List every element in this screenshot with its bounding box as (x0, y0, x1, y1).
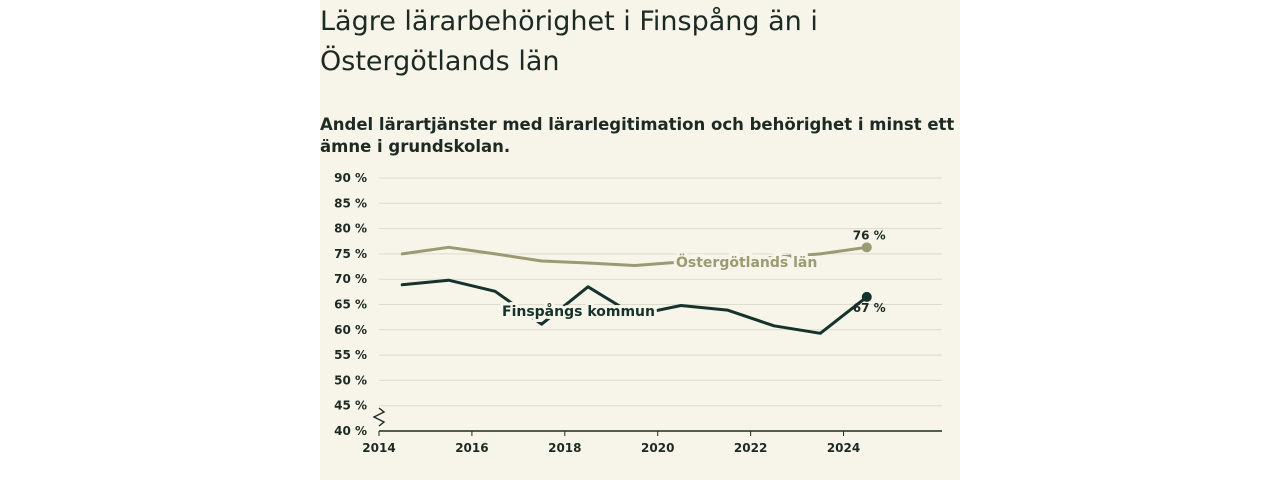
gridlines (379, 177, 942, 407)
y-tick-label: 70 % (334, 272, 367, 286)
chart-panel: Lägre lärarbehörighet i Finspång än i Ös… (320, 0, 960, 480)
y-tick-label: 50 % (334, 373, 367, 387)
y-tick-label: 80 % (334, 222, 367, 236)
y-tick-label: 65 % (334, 298, 367, 312)
y-tick-label: 60 % (334, 323, 367, 337)
axis-break-icon (372, 407, 386, 427)
x-tick-label: 2022 (734, 441, 767, 455)
series-name-label: Östergötlands län (676, 253, 817, 271)
series-end-marker (861, 291, 872, 302)
x-tick-label: 2020 (641, 441, 674, 455)
y-tick-label: 85 % (334, 196, 367, 210)
series-end-marker (861, 242, 872, 253)
line-chart: 90 % 85 % 80 % 75 % 70 % 65 % 60 % 55 % 50 % 45 %… (334, 171, 942, 455)
series-line (400, 278, 869, 335)
y-tick-label: 90 % (334, 171, 367, 185)
y-tick-label: 55 % (334, 348, 367, 362)
chart-title: Lägre lärarbehörighet i Finspång än i Ös… (320, 6, 818, 77)
x-tick-label: 2024 (827, 441, 860, 455)
y-tick-label: 40 % (334, 424, 367, 438)
y-tick-label: 75 % (334, 247, 367, 261)
x-tick-label: 2016 (455, 441, 488, 455)
series-lines (400, 242, 872, 335)
x-axis: 2014 2016 2018 2020 2022 2024 (362, 407, 942, 455)
x-tick-label: 2018 (548, 441, 581, 455)
end-value-label: 76 % (853, 228, 886, 242)
chart-subtitle: Andel lärartjänster med lärarlegitimatio… (320, 115, 955, 156)
series-name-label: Finspångs kommun (502, 303, 655, 320)
y-axis-ticks: 90 % 85 % 80 % 75 % 70 % 65 % 60 % 55 % 50 % 45 %… (334, 171, 367, 438)
y-tick-label: 45 % (334, 399, 367, 413)
x-tick-label: 2014 (362, 441, 395, 455)
end-value-label: 67 % (853, 301, 886, 315)
series-line (400, 245, 869, 267)
